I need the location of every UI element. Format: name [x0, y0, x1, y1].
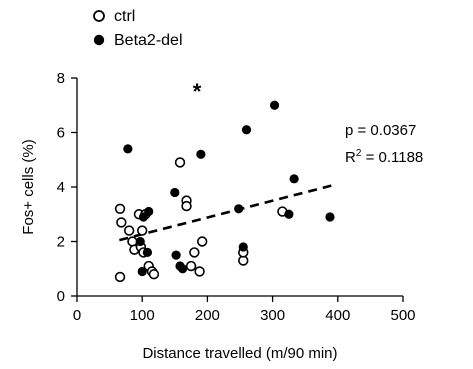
p-value-text: p = 0.0367: [345, 122, 416, 139]
x-axis-label: Distance travelled (m/90 min): [142, 345, 337, 362]
legend-label-ctrl: ctrl: [114, 8, 135, 25]
data-point-beta2-del: [234, 204, 244, 214]
data-point-ctrl: [114, 271, 126, 283]
data-point-beta2-del: [123, 144, 133, 154]
data-point-ctrl: [181, 200, 192, 212]
data-point-beta2-del: [137, 266, 147, 277]
data-point-beta2-del: [142, 247, 153, 257]
trendline: [119, 184, 332, 242]
x-tick-label: 500: [390, 307, 415, 324]
data-point-ctrl: [189, 247, 200, 258]
legend-label-beta2-del: Beta2-del: [114, 32, 183, 49]
stats-annotation: p = 0.0367 R2 = 0.1188: [345, 122, 423, 166]
x-ticks: 0 100 200 300 400 500: [73, 296, 416, 324]
y-tick-label: 2: [57, 234, 65, 251]
x-axis: 0 100 200 300 400 500 Distance travelled (m/9…: [73, 295, 416, 362]
y-axis: 0 2 4 6 8 Fos+ cells (%): [20, 70, 78, 305]
y-ticks: 0 2 4 6 8: [57, 70, 77, 305]
data-point-ctrl: [196, 236, 208, 247]
r2-text: R2 = 0.1188: [345, 148, 423, 166]
data-point-ctrl: [114, 203, 126, 215]
data-point-ctrl: [127, 236, 138, 247]
y-axis-label: Fos+ cells (%): [20, 139, 37, 234]
data-point-ctrl: [194, 266, 205, 277]
data-point-beta2-del: [238, 242, 248, 252]
data-point-ctrl: [116, 217, 127, 228]
data-point-beta2-del: [325, 212, 335, 222]
y-tick-label: 8: [57, 70, 65, 87]
data-point-ctrl: [137, 225, 148, 236]
data-point-ctrl: [185, 260, 197, 272]
data-point-beta2-del: [178, 264, 188, 274]
data-point-ctrl: [148, 269, 160, 280]
data-point-beta2-del: [170, 187, 180, 198]
data-point-beta2-del: [269, 100, 280, 110]
r2-base: R: [345, 149, 356, 166]
y-tick-label: 0: [57, 288, 65, 305]
data-point-beta2-del: [284, 209, 294, 219]
significance-marker: *: [193, 79, 202, 104]
data-point-beta2-del: [144, 206, 154, 217]
y-tick-label: 4: [57, 179, 65, 196]
x-tick-label: 100: [130, 307, 155, 324]
data-point-ctrl: [174, 157, 186, 168]
x-tick-label: 200: [195, 307, 220, 324]
x-tick-label: 0: [73, 307, 81, 324]
y-tick-label: 6: [57, 125, 65, 142]
data-point-beta2-del: [196, 149, 206, 159]
legend-marker-ctrl: [93, 10, 105, 22]
data-point-ctrl: [123, 225, 135, 236]
data-point-beta2-del: [289, 174, 299, 184]
data-point-beta2-del: [171, 250, 181, 260]
data-points: [114, 100, 335, 283]
r2-rest: = 0.1188: [361, 149, 423, 166]
legend: ctrl Beta2-del: [93, 8, 183, 49]
x-tick-label: 400: [325, 307, 350, 324]
legend-marker-beta2-del: [93, 34, 105, 46]
x-tick-label: 300: [260, 307, 285, 324]
data-point-beta2-del: [135, 236, 145, 247]
data-point-beta2-del: [241, 125, 252, 135]
r2-superscript: 2: [356, 148, 362, 159]
